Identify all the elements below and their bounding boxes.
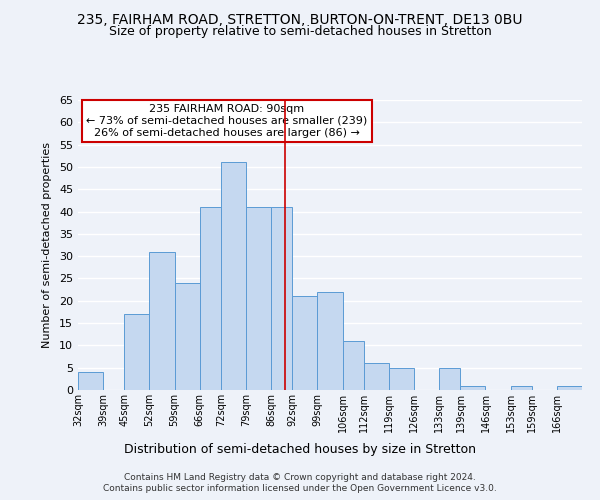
Bar	[460, 386, 485, 390]
Text: 235 FAIRHAM ROAD: 90sqm
← 73% of semi-detached houses are smaller (239)
26% of s: 235 FAIRHAM ROAD: 90sqm ← 73% of semi-de…	[86, 104, 367, 138]
Bar	[124, 314, 149, 390]
Bar	[557, 386, 582, 390]
Text: Size of property relative to semi-detached houses in Stretton: Size of property relative to semi-detach…	[109, 25, 491, 38]
Bar	[364, 363, 389, 390]
Bar	[175, 283, 200, 390]
Bar	[200, 207, 221, 390]
Bar	[343, 341, 364, 390]
Bar	[271, 207, 292, 390]
Y-axis label: Number of semi-detached properties: Number of semi-detached properties	[42, 142, 52, 348]
Bar	[221, 162, 246, 390]
Text: Distribution of semi-detached houses by size in Stretton: Distribution of semi-detached houses by …	[124, 442, 476, 456]
Text: Contains HM Land Registry data © Crown copyright and database right 2024.: Contains HM Land Registry data © Crown c…	[124, 472, 476, 482]
Bar	[78, 372, 103, 390]
Bar	[317, 292, 343, 390]
Bar	[511, 386, 532, 390]
Bar	[439, 368, 460, 390]
Bar	[389, 368, 414, 390]
Text: Contains public sector information licensed under the Open Government Licence v3: Contains public sector information licen…	[103, 484, 497, 493]
Bar	[149, 252, 175, 390]
Bar	[246, 207, 271, 390]
Bar	[292, 296, 317, 390]
Text: 235, FAIRHAM ROAD, STRETTON, BURTON-ON-TRENT, DE13 0BU: 235, FAIRHAM ROAD, STRETTON, BURTON-ON-T…	[77, 12, 523, 26]
